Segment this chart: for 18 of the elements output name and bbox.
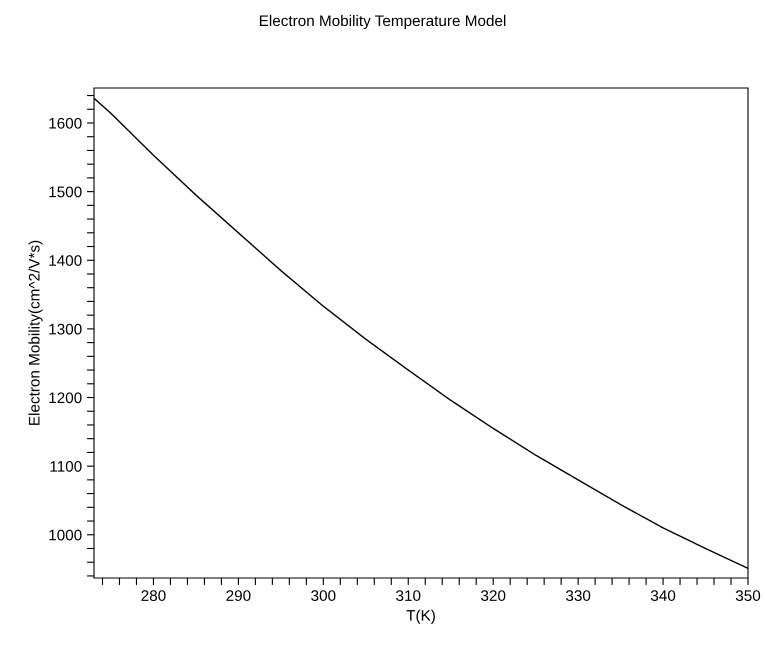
y-tick-label: 1600: [49, 118, 82, 129]
y-tick-label: 1400: [49, 255, 82, 266]
x-tick-label: 320: [481, 590, 506, 602]
x-tick-label: 340: [650, 590, 676, 602]
x-tick-label: 310: [396, 590, 420, 602]
y-tick-label: 1200: [49, 392, 82, 404]
x-tick-label: 300: [311, 590, 336, 602]
y-tick-label: 1300: [49, 324, 82, 335]
x-tick-label: 330: [566, 590, 590, 602]
y-axis-title: Electron Mobility(cm^2/V*s): [28, 240, 43, 425]
x-tick-label: 350: [736, 590, 760, 602]
x-tick-label: 280: [141, 590, 166, 602]
y-tick-label: 1500: [49, 186, 82, 198]
y-tick-label: 1100: [50, 461, 82, 472]
x-axis-title: T(K): [406, 610, 435, 624]
y-tick-label: 1000: [49, 530, 82, 540]
chart-title: Electron Mobility Temperature Model: [260, 14, 506, 30]
x-tick-label: 290: [226, 590, 251, 602]
